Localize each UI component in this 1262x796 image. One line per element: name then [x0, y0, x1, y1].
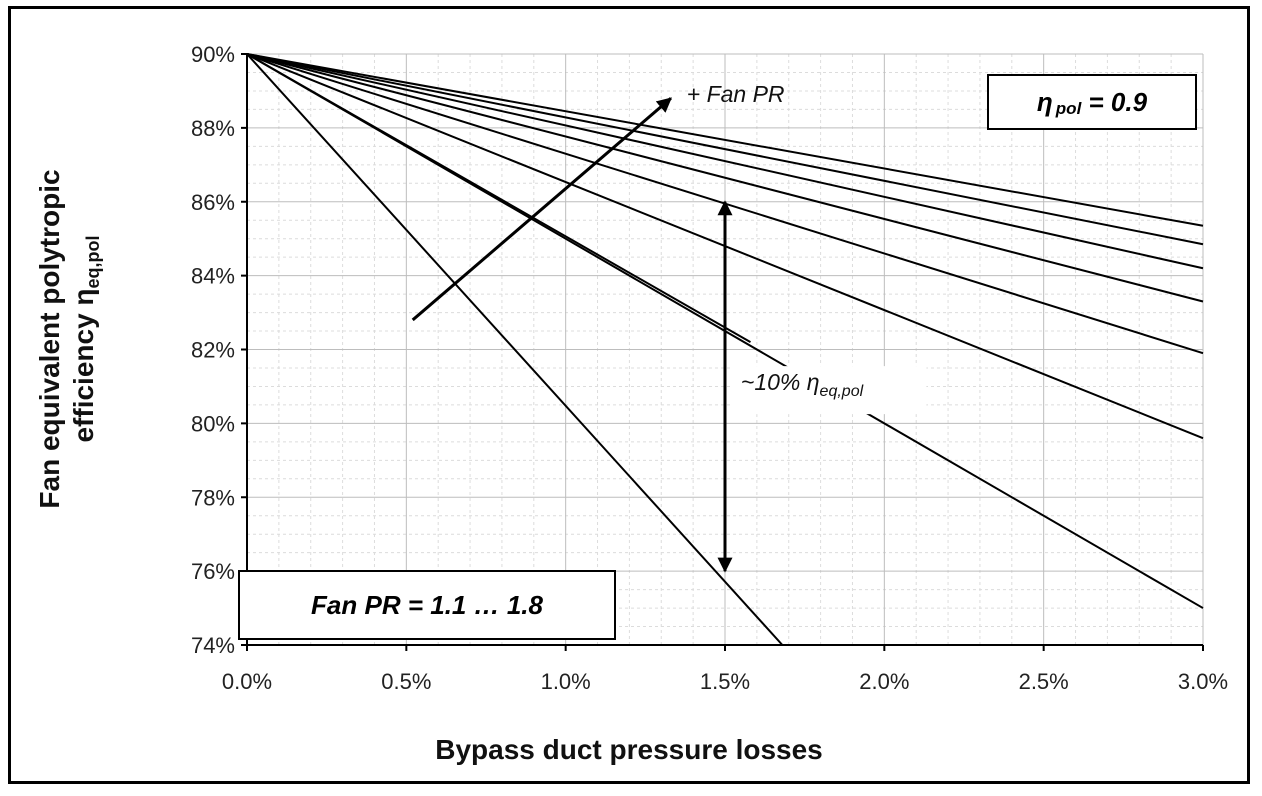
- x-tick-label: 1.0%: [541, 669, 591, 694]
- y-tick-label: 74%: [191, 633, 235, 658]
- x-tick-label: 0.5%: [381, 669, 431, 694]
- spread-label-bg: [731, 366, 927, 415]
- fanpr-text: Fan PR = 1.1 … 1.8: [311, 589, 543, 620]
- y-axis-title-sub: eq,pol: [83, 235, 103, 288]
- series-line: [246, 53, 1204, 246]
- spread-label: ~10% ηeq,pol: [741, 369, 864, 400]
- spread-label-sub: eq,pol: [820, 383, 864, 400]
- y-tick-label: 80%: [191, 411, 235, 436]
- axes: 0.0% 0.5% 1.0% 1.5% 2.0% 2.5% 3.0% 74% 76% 78% 80%…: [191, 42, 1228, 694]
- series-line: [246, 53, 1204, 303]
- y-axis-title-line2: efficiency ηeq,pol: [68, 235, 103, 442]
- x-tick-label: 2.0%: [859, 669, 909, 694]
- npol-value: = 0.9: [1081, 86, 1148, 117]
- npol-eta: η: [1036, 86, 1053, 117]
- y-tick-label: 82%: [191, 338, 235, 363]
- spread-label-eta: ~10% η: [741, 369, 820, 395]
- series-line: [246, 53, 1204, 270]
- y-tick-label: 90%: [191, 42, 235, 67]
- fan-pr-arrow: [411, 97, 672, 322]
- figure-frame: 0.0% 0.5% 1.0% 1.5% 2.0% 2.5% 3.0% 74% 76% 78% 80%…: [8, 6, 1250, 784]
- y-tick-label: 88%: [191, 116, 235, 141]
- y-tick-label: 84%: [191, 264, 235, 289]
- x-tick-label: 0.0%: [222, 669, 272, 694]
- series-line: [246, 53, 784, 646]
- fan-pr-arrow-label: + Fan PR: [687, 81, 785, 107]
- y-axis-title-eta: efficiency η: [68, 288, 99, 442]
- npol-sub: pol: [1055, 99, 1082, 118]
- annotations: ~10% ηeq,pol + Fan PR: [411, 81, 927, 573]
- npol-box: η pol = 0.9: [987, 74, 1197, 130]
- x-tick-label: 3.0%: [1178, 669, 1228, 694]
- y-axis-title-line1: Fan equivalent polytropic: [34, 169, 65, 508]
- fanpr-box: Fan PR = 1.1 … 1.8: [238, 570, 616, 640]
- series-line: [246, 53, 1204, 227]
- x-tick-label: 1.5%: [700, 669, 750, 694]
- y-axis-title: Fan equivalent polytropic efficiency ηeq…: [34, 169, 103, 508]
- x-tick-label: 2.5%: [1019, 669, 1069, 694]
- y-tick-label: 86%: [191, 190, 235, 215]
- x-axis-title: Bypass duct pressure losses: [435, 734, 823, 765]
- y-tick-label: 76%: [191, 559, 235, 584]
- y-tick-label: 78%: [191, 485, 235, 510]
